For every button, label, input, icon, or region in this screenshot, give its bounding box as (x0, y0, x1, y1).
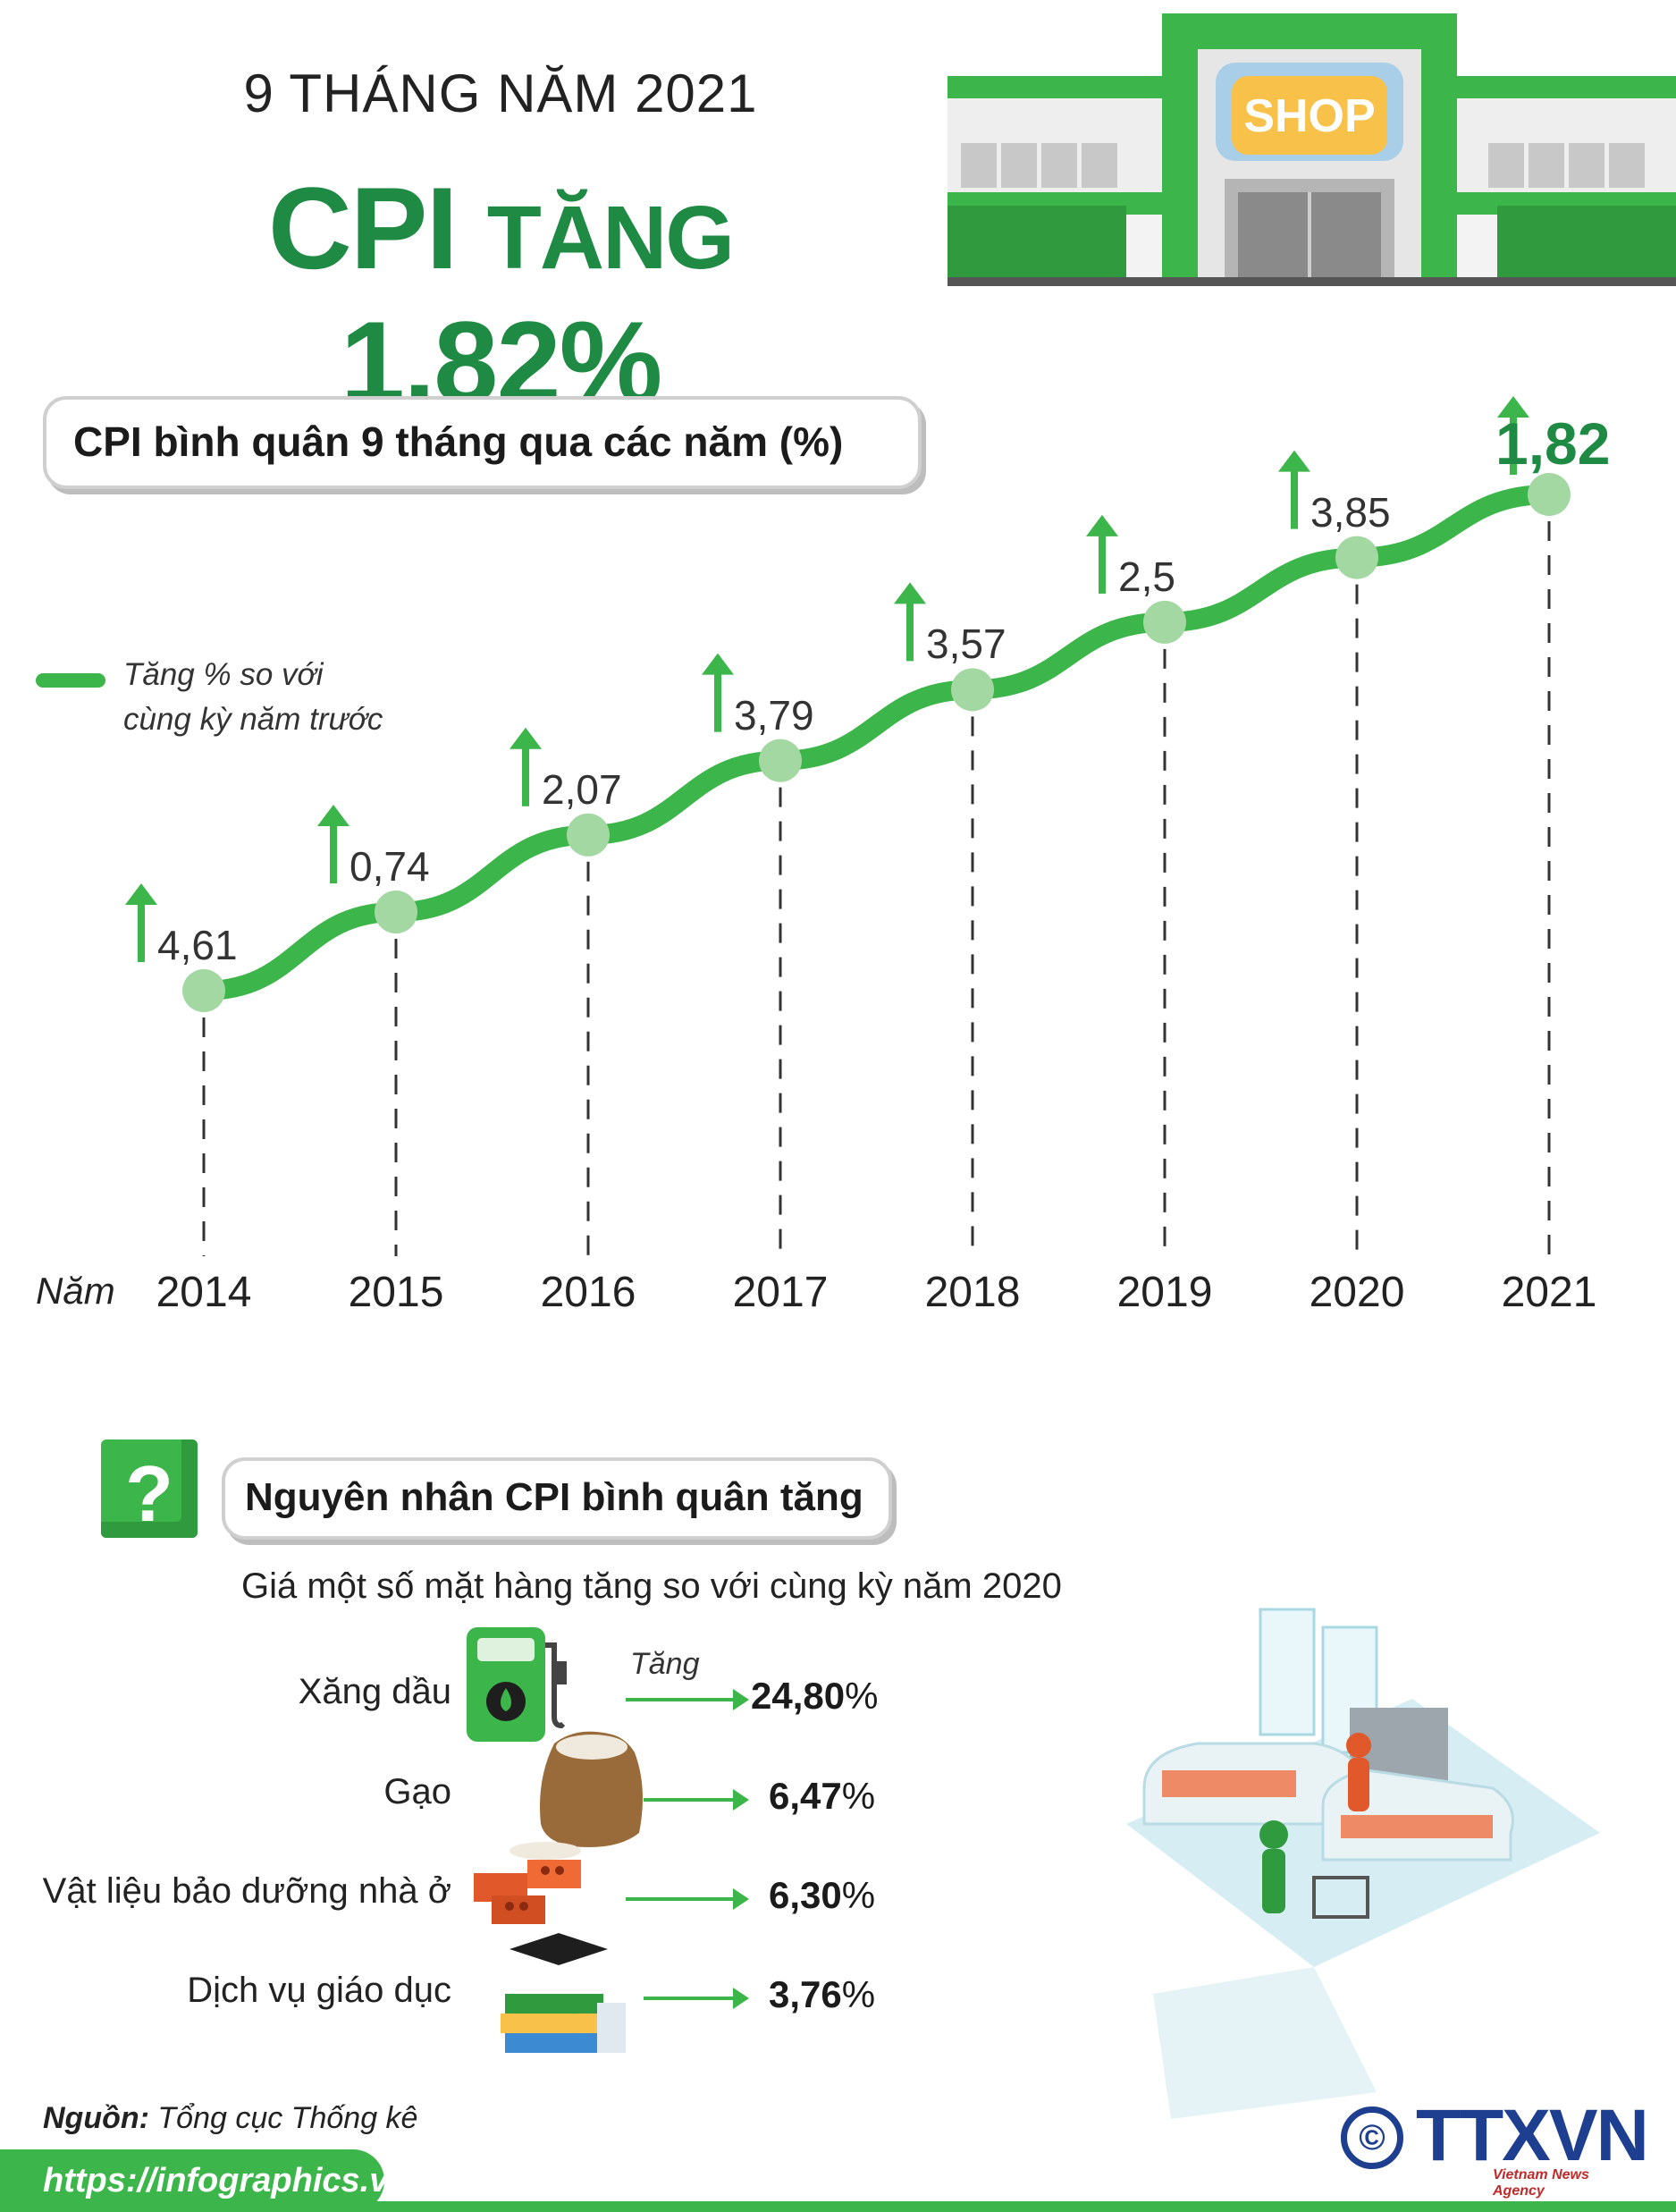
x-tick-2014: 2014 (156, 1269, 252, 1316)
item-value-education: 3,76% (769, 1973, 876, 2015)
series-line (194, 485, 1559, 1000)
up-arrow-icon (317, 805, 350, 884)
x-tick-2020: 2020 (1309, 1269, 1405, 1316)
logo-text: TTXVN (1416, 2095, 1649, 2176)
data-point-2018 (951, 668, 994, 712)
legend-label-line1: Tăng % so với (123, 657, 324, 692)
value-label-2021: 1,82 (1495, 410, 1611, 477)
data-point-2015 (375, 891, 417, 934)
rice-sack-icon (510, 1731, 643, 1860)
up-arrow-icon (125, 883, 157, 962)
bottom-stripe (0, 2201, 1676, 2212)
header-subtitle: 9 THÁNG NĂM 2021 (243, 63, 758, 123)
up-arrow-icon (894, 582, 926, 662)
data-point-2014 (182, 969, 225, 1012)
value-label-2019: 2,5 (1118, 553, 1175, 600)
books-icon (501, 1933, 626, 2053)
chart-title-box: CPI bình quân 9 tháng qua các năm (%) (43, 396, 922, 489)
x-tick-2019: 2019 (1116, 1269, 1213, 1316)
up-arrow-icon (702, 653, 734, 732)
value-label-2014: 4,61 (157, 922, 238, 968)
data-point-2020 (1335, 536, 1378, 579)
value-label-2016: 2,07 (542, 765, 622, 813)
up-arrow-icon (1497, 396, 1529, 475)
x-tick-2016: 2016 (540, 1269, 636, 1316)
data-point-2016 (567, 813, 610, 857)
source: Nguồn: Tổng cục Thống kê (43, 2101, 417, 2136)
item-value-fuel: 24,80% (751, 1675, 879, 1717)
x-tick-2021: 2021 (1501, 1269, 1597, 1316)
data-point-2021 (1528, 473, 1571, 516)
bricks-icon (474, 1860, 581, 1924)
fuel-pump-icon (467, 1627, 567, 1742)
reasons-title-box: Nguyên nhân CPI bình quân tăng (222, 1457, 892, 1540)
source-url-link[interactable]: https://infographics.vn (43, 2162, 409, 2199)
value-label-2018: 3,57 (926, 621, 1006, 668)
supermarket-illustration (1126, 1608, 1600, 2119)
item-value-building-materials: 6,30% (769, 1874, 876, 1916)
chart-title: CPI bình quân 9 tháng qua các năm (%) (73, 418, 844, 465)
question-mark-icon: ? (101, 1439, 198, 1538)
line-chart (125, 396, 1571, 1256)
copyright-icon: © (1341, 2106, 1403, 2169)
shop-sign: SHOP (1243, 90, 1375, 142)
data-point-2019 (1143, 600, 1186, 644)
x-tick-2017: 2017 (732, 1269, 829, 1316)
source-value: Tổng cục Thống kê (157, 2101, 418, 2135)
legend-line-swatch (36, 673, 105, 688)
header-title-mid: TĂNG (486, 188, 735, 288)
legend-label: Tăng % so với cùng kỳ năm trước (123, 653, 383, 742)
header-title-prefix: CPI (267, 163, 459, 293)
up-arrow-icon (1086, 514, 1118, 594)
items-heading: Giá một số mặt hàng tăng so với cùng kỳ … (241, 1566, 1062, 1606)
x-tick-2018: 2018 (924, 1269, 1021, 1316)
x-tick-2015: 2015 (348, 1269, 444, 1316)
item-label-rice: Gạo (383, 1772, 451, 1811)
ttxvn-logo: © TTXVN Vietnam News Agency (1341, 2095, 1649, 2199)
value-label-2015: 0,74 (350, 843, 430, 891)
value-label-2017: 3,79 (734, 691, 814, 739)
source-label: Nguồn: (43, 2101, 149, 2135)
increase-label: Tăng (630, 1647, 700, 1681)
value-label-2020: 3,85 (1310, 488, 1391, 536)
data-point-2017 (759, 739, 802, 782)
logo-subtitle: Vietnam News Agency (1493, 2167, 1589, 2199)
up-arrow-icon (1278, 450, 1310, 529)
item-label-education: Dịch vụ giáo dục (187, 1971, 451, 2010)
reasons-title: Nguyên nhân CPI bình quân tăng (245, 1475, 863, 1519)
item-label-fuel: Xăng dầu (298, 1672, 451, 1711)
item-icons (467, 1627, 749, 2053)
legend-label-line2: cùng kỳ năm trước (123, 702, 383, 737)
shop-illustration: SHOP (947, 13, 1676, 286)
x-axis-label: Năm (36, 1270, 115, 1312)
item-value-rice: 6,47% (769, 1775, 876, 1817)
up-arrow-icon (510, 727, 542, 806)
item-label-building-materials: Vật liệu bảo dưỡng nhà ở (42, 1871, 451, 1911)
